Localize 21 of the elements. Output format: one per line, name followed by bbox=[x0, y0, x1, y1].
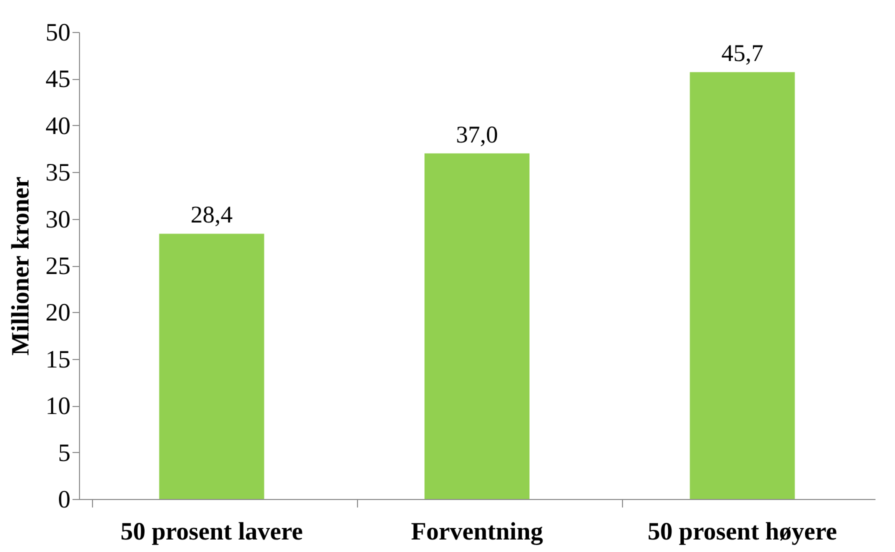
bar bbox=[424, 153, 530, 499]
y-tick-label: 50 bbox=[46, 20, 70, 46]
y-tick-label: 30 bbox=[46, 206, 70, 234]
data-label: 28,4 bbox=[190, 202, 233, 229]
data-label: 45,7 bbox=[721, 41, 764, 68]
bar bbox=[159, 234, 264, 499]
y-tick-label: 0 bbox=[58, 486, 70, 514]
y-tick-label: 40 bbox=[46, 112, 70, 140]
y-tick-label: 20 bbox=[46, 300, 70, 327]
x-tick-label: 50 prosent høyere bbox=[648, 518, 838, 546]
bar bbox=[690, 72, 795, 499]
y-tick-label: 35 bbox=[46, 160, 70, 187]
y-axis-title: Millioner kroner bbox=[8, 176, 34, 356]
y-tick-label: 5 bbox=[58, 440, 70, 467]
y-tick-label: 15 bbox=[46, 346, 70, 374]
y-tick-label: 10 bbox=[46, 393, 70, 420]
x-tick-label: 50 prosent lavere bbox=[120, 518, 303, 546]
y-tick-label: 25 bbox=[46, 253, 70, 280]
y-tick-label: 45 bbox=[46, 66, 70, 94]
data-label: 37,0 bbox=[456, 122, 498, 148]
x-tick-label: Forventning bbox=[411, 518, 544, 546]
